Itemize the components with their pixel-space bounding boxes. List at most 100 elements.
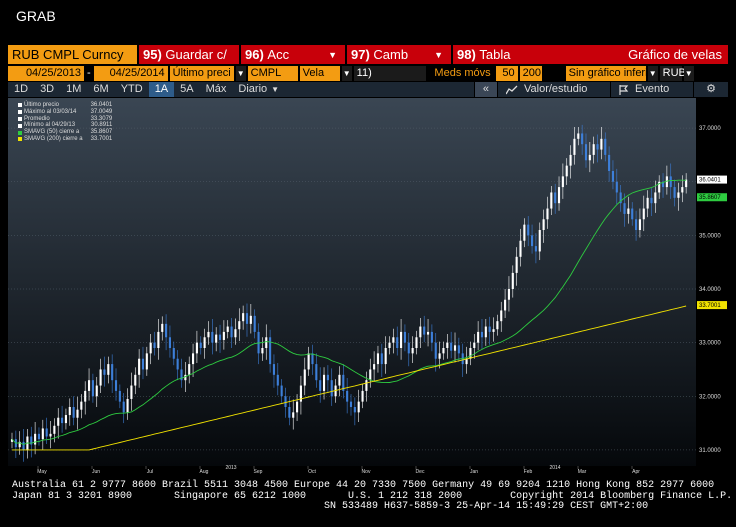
period-ytd[interactable]: YTD <box>120 83 143 95</box>
chevron-down-icon[interactable]: ▼ <box>647 65 658 81</box>
gear-icon[interactable]: ⚙ <box>693 82 728 97</box>
candle-body <box>357 401 360 413</box>
start-date-input[interactable]: 04/25/2013 <box>8 65 84 81</box>
candle-body <box>30 436 33 445</box>
candle-body <box>157 331 160 348</box>
candle-body <box>284 396 287 407</box>
candle-body <box>685 179 688 188</box>
candle-body <box>195 342 198 354</box>
candle-body <box>338 374 341 386</box>
candle-body <box>542 219 545 230</box>
legend-value: 35.8607 <box>90 129 113 136</box>
legend-label: Mínimo al 04/29/13 <box>24 122 76 129</box>
candle-body <box>504 299 507 311</box>
sma200-line <box>12 305 687 451</box>
frequency-select[interactable]: Diario ▼ <box>232 82 285 97</box>
legend-value: 33.3079 <box>90 115 113 122</box>
currency-select[interactable]: RUB <box>659 65 686 81</box>
candle-body <box>438 353 441 359</box>
chart-type-select[interactable]: Vela <box>299 65 340 81</box>
candle-body <box>91 380 94 397</box>
ma1-input[interactable]: 50 <box>495 65 518 81</box>
candle-body <box>615 181 618 193</box>
period-1m[interactable]: 1M <box>66 83 82 95</box>
y-tick-label: 37.0000 <box>699 126 721 132</box>
ma2-input[interactable]: 200 <box>519 65 542 81</box>
candle-body <box>57 417 60 426</box>
candle-body <box>99 369 102 386</box>
x-tick-label: Aug <box>200 469 209 475</box>
lower-study-select[interactable]: Sin gráfico inferi <box>565 65 646 81</box>
candle-body <box>600 138 603 150</box>
candle-body <box>126 398 129 413</box>
legend-label: Máximo al 03/03/14 <box>24 108 77 115</box>
candle-body <box>245 313 249 324</box>
candle-body <box>365 380 368 391</box>
period-1a[interactable]: 1A <box>148 82 175 97</box>
candle-body <box>111 364 114 381</box>
candle-body <box>222 331 225 340</box>
end-date-input[interactable]: 04/25/2014 <box>93 65 168 81</box>
compare-button[interactable]: 11) Comparar <box>353 65 426 94</box>
candle-body <box>523 224 526 241</box>
value-study-button[interactable]: Valor/estudio <box>497 82 610 97</box>
chevron-down-icon[interactable]: ▼ <box>683 65 694 81</box>
candle-body <box>631 208 634 220</box>
candle-body <box>426 331 430 335</box>
x-tick-label: Jan <box>470 469 478 475</box>
legend-value: 37.0049 <box>90 108 113 115</box>
candle-body <box>627 208 630 214</box>
save-button[interactable]: 95) Guardar c/ <box>139 45 241 64</box>
candle-body <box>346 390 349 402</box>
chevron-down-icon[interactable]: ▼ <box>341 65 352 81</box>
footer-line-1: Australia 61 2 9777 8600 Brazil 5511 304… <box>12 480 715 491</box>
price-field-select[interactable]: Último preci <box>169 65 234 81</box>
chevron-down-icon[interactable]: ▼ <box>235 65 246 81</box>
table-button[interactable]: 98) Tabla <box>453 45 563 64</box>
period-6m[interactable]: 6M <box>93 83 109 95</box>
candle-body <box>654 192 657 204</box>
event-label: Evento <box>635 83 670 95</box>
actions-label: Acc <box>267 47 290 62</box>
legend-average: Promedio 33.3079 <box>18 116 112 123</box>
event-button[interactable]: Evento <box>610 82 693 97</box>
candle-body <box>507 289 511 300</box>
candle-body <box>565 165 568 177</box>
candle-body <box>103 369 106 375</box>
x-tick-label: Dec <box>416 469 425 475</box>
change-key: 97) <box>351 47 370 62</box>
period-5a[interactable]: 5A <box>180 83 194 95</box>
function-toolbar: RUB CMPL Curncy 95) Guardar c/ 96) Acc ▼… <box>8 45 728 64</box>
legend-value: 36.0401 <box>90 102 113 108</box>
candle-body <box>465 358 468 365</box>
parameters-toolbar: 04/25/2013 - 04/25/2014 Último preci ▼ C… <box>8 65 728 94</box>
year-label: 2014 <box>549 465 560 471</box>
candle-body <box>658 181 661 193</box>
candle-body <box>265 337 268 348</box>
security-input[interactable]: CMPL <box>247 65 298 81</box>
candle-body <box>557 187 561 204</box>
ticker-field[interactable]: RUB CMPL Curncy <box>8 45 139 64</box>
candle-body <box>488 326 491 332</box>
candle-body <box>276 374 279 386</box>
price-chart[interactable]: 31.000032.000033.000034.000035.000036.00… <box>8 98 728 475</box>
period-3d[interactable]: 3D <box>40 83 55 95</box>
period-1d[interactable]: 1D <box>14 83 29 95</box>
candle-body <box>677 192 680 198</box>
candle-body <box>238 321 241 330</box>
candle-body <box>369 369 372 381</box>
change-menu[interactable]: 97) Camb ▼ <box>347 45 453 64</box>
y-tick-label: 32.0000 <box>699 394 721 400</box>
candle-body <box>37 433 41 440</box>
actions-menu[interactable]: 96) Acc ▼ <box>241 45 347 64</box>
footer-line-2: Japan 81 3 3201 8900 Singapore 65 6212 1… <box>12 490 733 502</box>
x-tick-label: Mar <box>578 469 587 475</box>
candle-body <box>307 353 310 370</box>
collapse-button[interactable]: « <box>473 82 497 97</box>
legend-swatch <box>18 130 22 135</box>
candle-body <box>403 331 406 343</box>
x-tick-label: Feb <box>524 469 533 475</box>
candle-body <box>149 342 152 354</box>
period-max[interactable]: Máx <box>205 83 227 95</box>
legend-sma50: SMAVG (50) cierre a 35.8607 <box>18 129 112 136</box>
